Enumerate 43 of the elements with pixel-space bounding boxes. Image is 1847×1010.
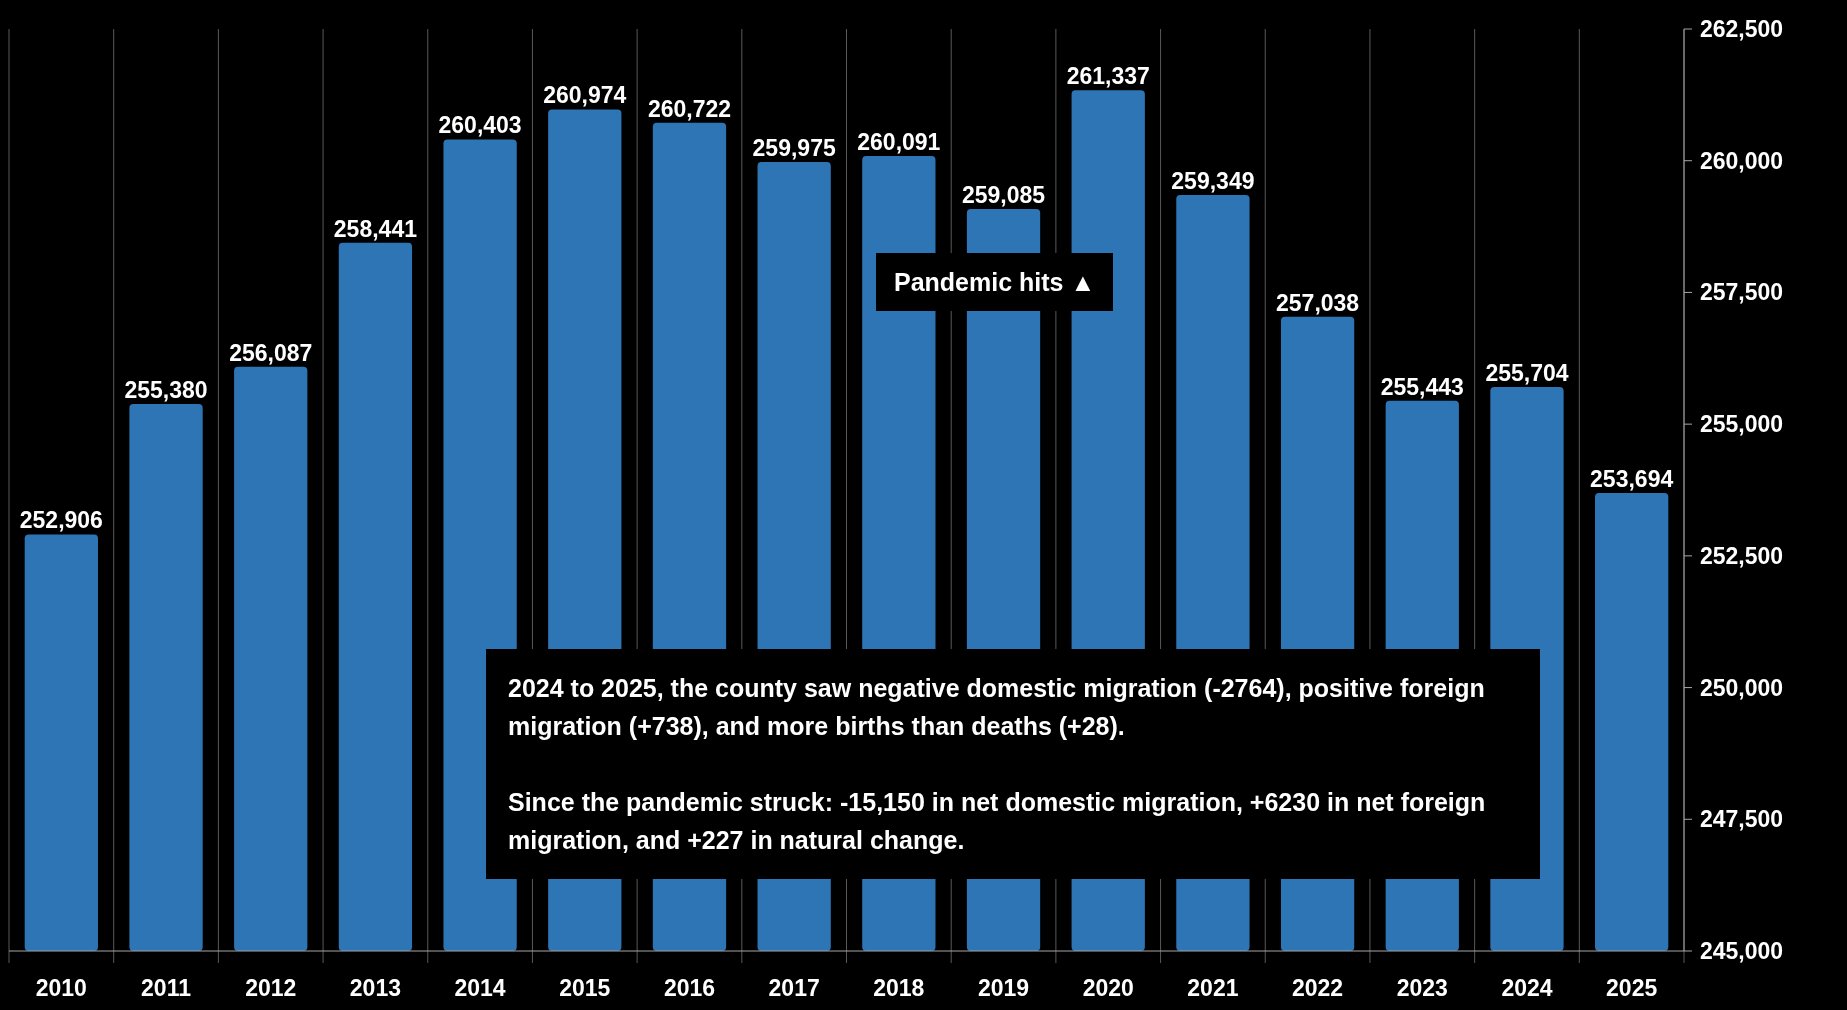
y-tick-label: 262,500 bbox=[1700, 16, 1784, 43]
data-label: 255,704 bbox=[1485, 360, 1569, 387]
x-tick-label: 2010 bbox=[35, 975, 87, 1001]
x-tick-label: 2014 bbox=[454, 975, 506, 1001]
y-tick-label: 257,500 bbox=[1700, 279, 1784, 306]
annotation: Since the pandemic struck: -15,150 in net domestic migration, +6230 in net foreign migration, and +227 in natural change. bbox=[508, 787, 1487, 856]
data-label: 259,085 bbox=[961, 181, 1046, 208]
x-tick-label: 2018 bbox=[873, 975, 925, 1001]
x-tick-label: 2025 bbox=[1606, 975, 1658, 1001]
x-tick-label: 2017 bbox=[768, 975, 820, 1001]
data-label: 260,403 bbox=[438, 112, 522, 139]
data-label: 252,906 bbox=[19, 507, 103, 534]
x-tick-label: 2022 bbox=[1292, 975, 1344, 1001]
x-tick-label: 2011 bbox=[141, 975, 192, 1001]
data-label: 259,975 bbox=[752, 135, 836, 162]
y-tick-label: 250,000 bbox=[1700, 674, 1784, 701]
annotation: 2024 to 2025, the county saw negative domestic migration (-2764), positive foreign migration (+738), and more births than deaths (+28). bbox=[508, 673, 1486, 742]
y-tick-label: 245,000 bbox=[1700, 938, 1784, 965]
data-label: 260,974 bbox=[543, 82, 627, 109]
y-tick-label: 255,000 bbox=[1700, 411, 1784, 438]
annotation: Pandemic hits ▲ bbox=[876, 253, 1114, 311]
data-label: 259,349 bbox=[1171, 168, 1255, 195]
data-label: 261,337 bbox=[1066, 63, 1150, 90]
data-label: 256,087 bbox=[229, 339, 313, 366]
x-tick-label: 2019 bbox=[977, 975, 1030, 1001]
y-tick-label: 252,500 bbox=[1700, 542, 1784, 569]
x-tick-label: 2012 bbox=[245, 975, 297, 1001]
x-tick-label: 2015 bbox=[559, 975, 611, 1001]
y-tick-label: 260,000 bbox=[1700, 147, 1784, 174]
x-tick-label: 2013 bbox=[349, 975, 401, 1001]
x-tick-label: 2023 bbox=[1396, 975, 1448, 1001]
x-tick-label: 2024 bbox=[1501, 975, 1553, 1001]
data-label: 255,380 bbox=[124, 377, 208, 404]
data-label: 255,443 bbox=[1380, 373, 1464, 400]
x-tick-label: 2020 bbox=[1082, 975, 1134, 1001]
x-tick-label: 2021 bbox=[1187, 975, 1239, 1001]
data-label: 260,722 bbox=[647, 95, 732, 122]
data-label: 260,091 bbox=[857, 128, 941, 155]
x-tick-label: 2016 bbox=[663, 975, 716, 1001]
data-label: 257,038 bbox=[1276, 289, 1360, 316]
data-label: 258,441 bbox=[333, 215, 418, 242]
y-tick-label: 247,500 bbox=[1700, 806, 1784, 833]
data-label: 253,694 bbox=[1590, 465, 1674, 492]
